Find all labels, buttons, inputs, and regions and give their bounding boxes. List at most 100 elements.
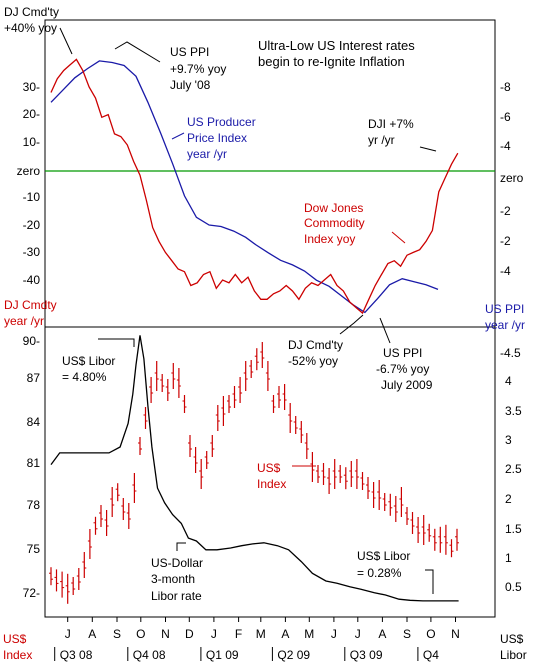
bottom-left-axis-label-line1: US$	[3, 632, 27, 646]
top-series-layer	[50, 58, 459, 315]
bottom-left-tick: 78	[27, 498, 41, 512]
x-month-label: N	[451, 627, 460, 641]
top-right-axis-label-line1: US PPI	[485, 302, 524, 316]
label-us-ppi-1: US Producer	[187, 115, 256, 129]
top-chart-title-line2: begin to re-Ignite Inflation	[258, 54, 405, 69]
bottom-left-tick: 75	[27, 542, 41, 556]
x-month-label: A	[378, 627, 386, 641]
annotation-ppi-low-2: -6.7% yoy	[376, 362, 429, 376]
x-month-label: S	[403, 627, 411, 641]
label-libor-rate-2: 3-month	[151, 572, 195, 586]
top-left-tick: 30-	[23, 80, 40, 94]
annotation-djcmdty-high-2: +40% yoy	[4, 21, 57, 35]
annotation-libor-high-leader	[98, 338, 135, 347]
label-libor-rate-3: Libor rate	[151, 589, 202, 603]
label-us-ppi-3: year /yr	[187, 147, 227, 161]
annotation-ppi-low-1: US PPI	[383, 346, 422, 360]
top-right-tick: -2	[500, 204, 511, 218]
top-annotations: DJ Cmd'ty +40% yoy US PPI +9.7% yoy July…	[4, 5, 437, 392]
annotation-dji-2: yr /yr	[368, 133, 395, 147]
top-right-tick: zero	[500, 171, 524, 185]
top-left-axis: 30- 20- 10- zero -10 -20 -30 -40	[17, 80, 41, 287]
annotation-ppi-high-1: US PPI	[170, 45, 209, 59]
label-usd-index-1: US$	[257, 461, 281, 475]
x-axis-quarters: Q3 08 Q4 08 Q1 09 Q2 09 Q3 09 Q4	[54, 647, 439, 662]
annotation-dji-1: DJI +7%	[368, 117, 414, 131]
top-left-tick: -10	[23, 190, 41, 204]
x-month-label: A	[88, 627, 96, 641]
x-quarter-label: Q3 08	[60, 648, 93, 662]
label-dj-commodity-1: Dow Jones	[304, 201, 363, 215]
bottom-panel-frame	[44, 326, 496, 618]
top-left-tick: -20	[23, 218, 41, 232]
annotation-libor-low-leader	[425, 569, 434, 594]
top-right-tick: -4	[500, 264, 511, 278]
annotation-libor-high-1: US$ Libor	[62, 354, 115, 368]
top-left-tick: 20-	[23, 107, 40, 121]
dj-commodity-line	[50, 58, 459, 315]
x-month-label: F	[235, 627, 242, 641]
bottom-left-axis: 90- 87 84 81 78 75 72-	[23, 334, 41, 600]
annotation-djcmdty-low-2: -52% yoy	[288, 354, 338, 368]
annotation-djcmdty-low-1: DJ Cmd'ty	[288, 338, 343, 352]
bottom-right-tick: 2.5	[505, 462, 522, 476]
bottom-left-tick: 81	[27, 456, 41, 470]
x-month-label: J	[211, 627, 217, 641]
label-dj-commodity-2: Commodity	[304, 216, 365, 230]
annotation-ppi-low-leader	[379, 317, 391, 344]
bottom-right-tick: 1.5	[505, 522, 522, 536]
bottom-right-tick: 4	[505, 374, 512, 388]
top-right-tick: -2	[500, 234, 511, 248]
bottom-left-tick: 90-	[23, 334, 40, 348]
bottom-left-tick: 72-	[23, 586, 40, 600]
top-left-tick: 10-	[23, 135, 40, 149]
bottom-series-layer	[49, 335, 459, 604]
x-month-label: O	[426, 627, 435, 641]
x-quarter-label: Q4 08	[133, 648, 166, 662]
label-dj-commodity-leader	[391, 231, 406, 244]
bottom-right-axis: -4.5 4 3.5 3 2.5 2 1.5 1 0.5	[500, 346, 522, 594]
bottom-right-tick: 1	[505, 551, 512, 565]
annotation-ppi-high-leader	[114, 41, 161, 63]
x-month-label: O	[136, 627, 145, 641]
annotation-djcmdty-high-leader	[59, 27, 73, 55]
top-left-axis-label-line1: DJ Cmdty	[4, 298, 57, 312]
ppi-line	[50, 60, 439, 314]
x-quarter-label: Q3 09	[350, 648, 383, 662]
annotation-ppi-high-2: +9.7% yoy	[170, 62, 226, 76]
bottom-left-axis-label-line2: Index	[3, 648, 32, 662]
annotation-libor-low-1: US$ Libor	[357, 549, 410, 563]
top-chart-title-line1: Ultra-Low US Interest rates	[258, 38, 415, 53]
bottom-right-axis-label-line2: Libor	[500, 648, 527, 662]
top-left-tick: -40	[23, 273, 41, 287]
top-right-axis: -8 -6 -4 -2 zero -2 -4	[500, 80, 524, 278]
bottom-right-axis-label-line1: US$	[500, 632, 524, 646]
label-us-ppi-2: Price Index	[187, 131, 247, 145]
x-month-label: M	[256, 627, 266, 641]
x-month-label: N	[161, 627, 170, 641]
label-dj-commodity-3: Index yoy	[304, 232, 355, 246]
annotation-djcmdty-low-leader	[339, 314, 364, 335]
x-quarter-label: Q2 09	[277, 648, 310, 662]
x-month-label: J	[65, 627, 71, 641]
top-left-axis-label-line2: year /yr	[4, 314, 44, 328]
top-right-axis-label-line2: year /yr	[485, 318, 525, 332]
top-right-tick: -8	[500, 80, 511, 94]
label-libor-rate-leader	[176, 542, 186, 551]
annotation-ppi-low-3: July 2009	[381, 378, 433, 392]
x-quarter-label: Q4	[423, 648, 439, 662]
x-month-label: J	[331, 627, 337, 641]
annotation-libor-low-2: = 0.28%	[357, 566, 402, 580]
bottom-right-tick: -4.5	[500, 346, 521, 360]
annotation-ppi-high-3: July '08	[170, 78, 211, 92]
x-month-label: A	[281, 627, 289, 641]
x-quarter-label: Q1 09	[206, 648, 239, 662]
top-left-tick: -30	[23, 245, 41, 259]
bottom-right-tick: 3.5	[505, 404, 522, 418]
top-right-tick: -4	[500, 139, 511, 153]
bottom-left-tick: 84	[27, 415, 41, 429]
top-right-tick: -6	[500, 110, 511, 124]
x-month-label: D	[185, 627, 194, 641]
